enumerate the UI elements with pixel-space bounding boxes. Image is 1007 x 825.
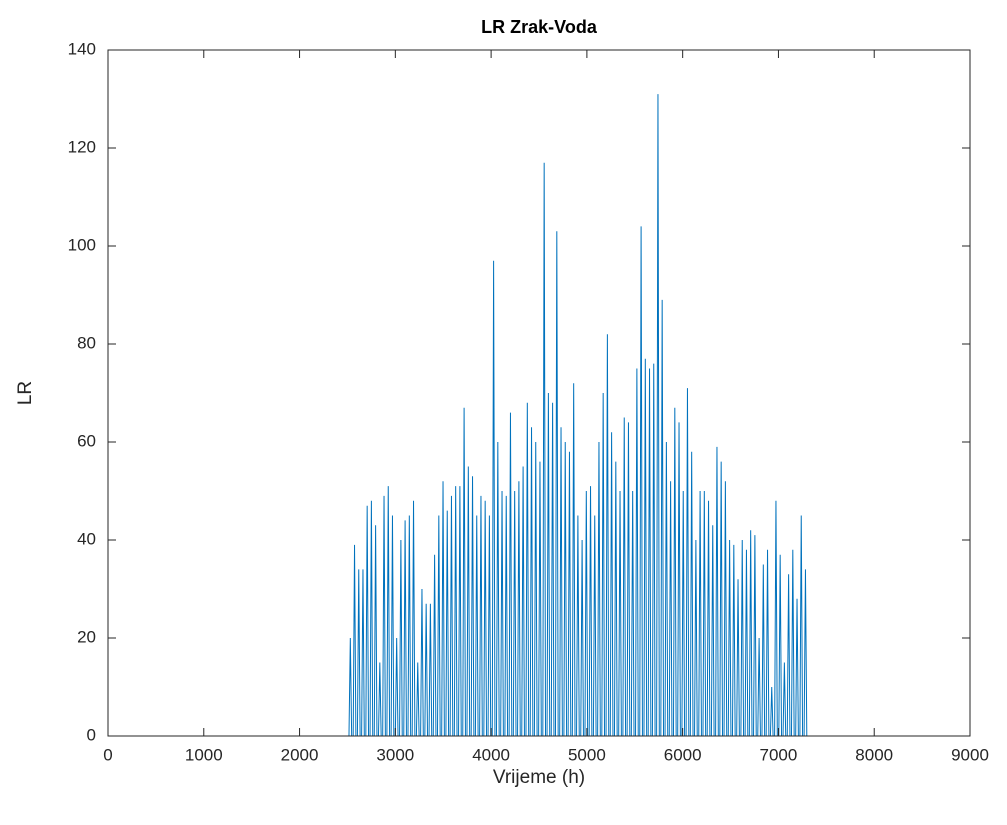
x-tick-label: 8000 [855, 745, 893, 764]
y-axis-label: LR [15, 381, 36, 405]
y-tick-label: 120 [68, 137, 96, 156]
x-tick-label: 6000 [664, 745, 702, 764]
x-tick-label: 9000 [951, 745, 989, 764]
chart-title: LR Zrak-Voda [481, 17, 598, 37]
y-tick-label: 60 [77, 431, 96, 450]
y-tick-label: 140 [68, 39, 96, 58]
x-tick-label: 5000 [568, 745, 606, 764]
x-tick-label: 3000 [376, 745, 414, 764]
x-tick-label: 0 [103, 745, 112, 764]
y-tick-label: 40 [77, 529, 96, 548]
y-tick-label: 100 [68, 235, 96, 254]
x-tick-label: 4000 [472, 745, 510, 764]
x-axis-label: Vrijeme (h) [493, 767, 585, 788]
y-tick-label: 80 [77, 333, 96, 352]
axes-box [107, 49, 971, 737]
x-tick-label: 7000 [760, 745, 798, 764]
y-tick-label: 0 [87, 725, 96, 744]
x-tick-label: 2000 [281, 745, 319, 764]
data-line [108, 94, 948, 737]
x-tick-label: 1000 [185, 745, 223, 764]
y-tick-label: 20 [77, 627, 96, 646]
